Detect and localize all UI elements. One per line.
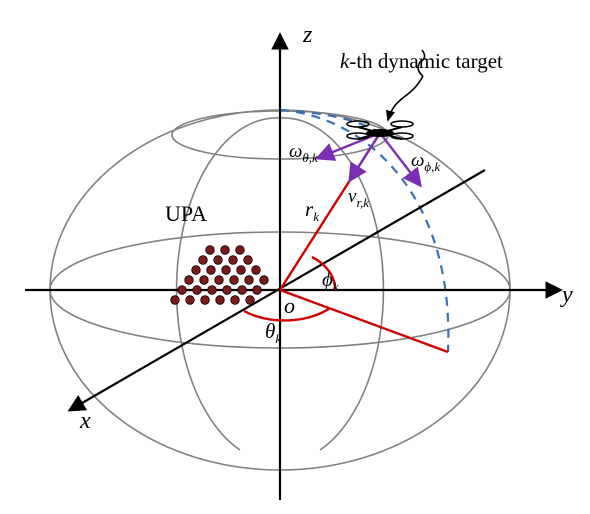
text-labels: z y x o UPA k-th dynamic target rk ϕk θk vr,k ωθ,k…	[79, 22, 573, 434]
label-vrk: vr,k	[348, 186, 369, 210]
radial-projection	[280, 290, 448, 352]
axis-label-y: y	[560, 282, 573, 308]
label-rk: rk	[305, 197, 319, 224]
target-annotation: k-th dynamic target	[340, 49, 503, 73]
axis-label-x: x	[79, 408, 91, 434]
origin-label: o	[284, 293, 295, 318]
axis-label-z: z	[302, 22, 313, 48]
upa-label: UPA	[165, 201, 207, 226]
upa-array	[171, 246, 269, 305]
dashed-meridian-arcs	[280, 110, 448, 352]
axes-xyz	[25, 35, 560, 500]
label-wthetak: ωθ,k	[289, 141, 318, 165]
label-theta-k: θk	[265, 319, 281, 346]
label-wphik: ωϕ,k	[411, 150, 440, 174]
label-phi-k: ϕk	[322, 267, 339, 294]
